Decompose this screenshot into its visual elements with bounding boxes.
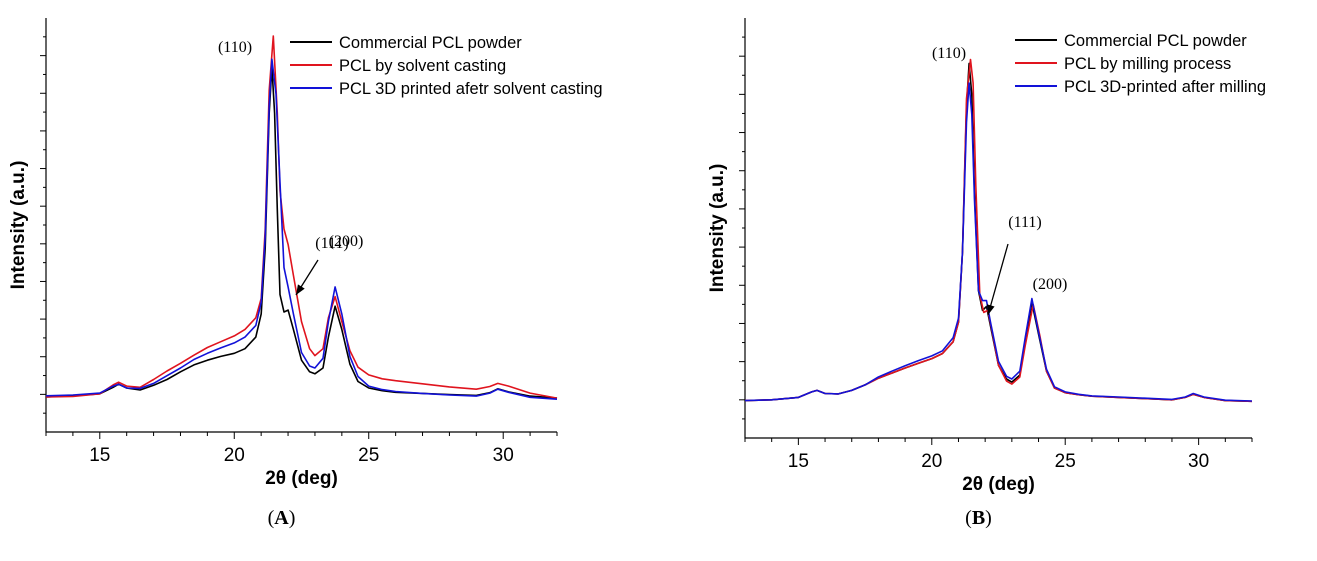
- x-tick-label: 30: [1188, 451, 1209, 472]
- legend-entry: PCL 3D-printed after milling: [1064, 78, 1266, 96]
- x-tick-label: 25: [358, 445, 379, 466]
- x-tick-label: 25: [1055, 451, 1076, 472]
- x-axis-label: 2θ (deg): [962, 474, 1035, 495]
- series-line-1: [45, 66, 558, 399]
- series-line-2: [744, 58, 1253, 403]
- y-axis-label: Intensity (a.u.): [707, 164, 728, 293]
- annotation-arrowhead: [986, 304, 995, 315]
- peak-annotation: (200): [329, 233, 364, 250]
- x-tick-label: 15: [89, 445, 110, 466]
- x-axis-label: 2θ (deg): [265, 468, 338, 489]
- peak-annotation: (110): [932, 45, 966, 62]
- legend-entry: PCL 3D printed afetr solvent casting: [339, 80, 603, 98]
- peak-annotation: (110): [218, 39, 252, 56]
- legend-entry: PCL by milling process: [1064, 55, 1231, 73]
- x-tick-label: 20: [921, 451, 942, 472]
- panel-label: (B): [965, 507, 992, 529]
- series-line-1: [744, 62, 1253, 403]
- panel-label: (A): [268, 507, 296, 529]
- peak-annotation: (111): [315, 235, 348, 252]
- peak-annotation: (111): [1008, 214, 1041, 231]
- series-line-3: [45, 58, 558, 400]
- legend-entry: Commercial PCL powder: [339, 34, 522, 52]
- series-line-3: [744, 82, 1253, 402]
- panel-a: 15 20 25 30 2θ (deg) Intensity (a.u.) (110) (11…: [8, 18, 603, 529]
- annotation-arrow: [987, 243, 1009, 316]
- legend-entry: Commercial PCL powder: [1064, 32, 1247, 50]
- series-line-2: [45, 35, 558, 399]
- legend-entry: PCL by solvent casting: [339, 57, 506, 75]
- peak-annotation: (200): [1033, 276, 1068, 293]
- x-tick-label: 30: [493, 445, 514, 466]
- y-axis-label: Intensity (a.u.): [8, 161, 29, 290]
- panel-b: 15 20 25 30 2θ (deg) Intensity (a.u.) (110) (11…: [707, 18, 1266, 529]
- annotation-arrowhead: [296, 284, 305, 295]
- x-tick-label: 20: [224, 445, 245, 466]
- x-tick-label: 15: [788, 451, 809, 472]
